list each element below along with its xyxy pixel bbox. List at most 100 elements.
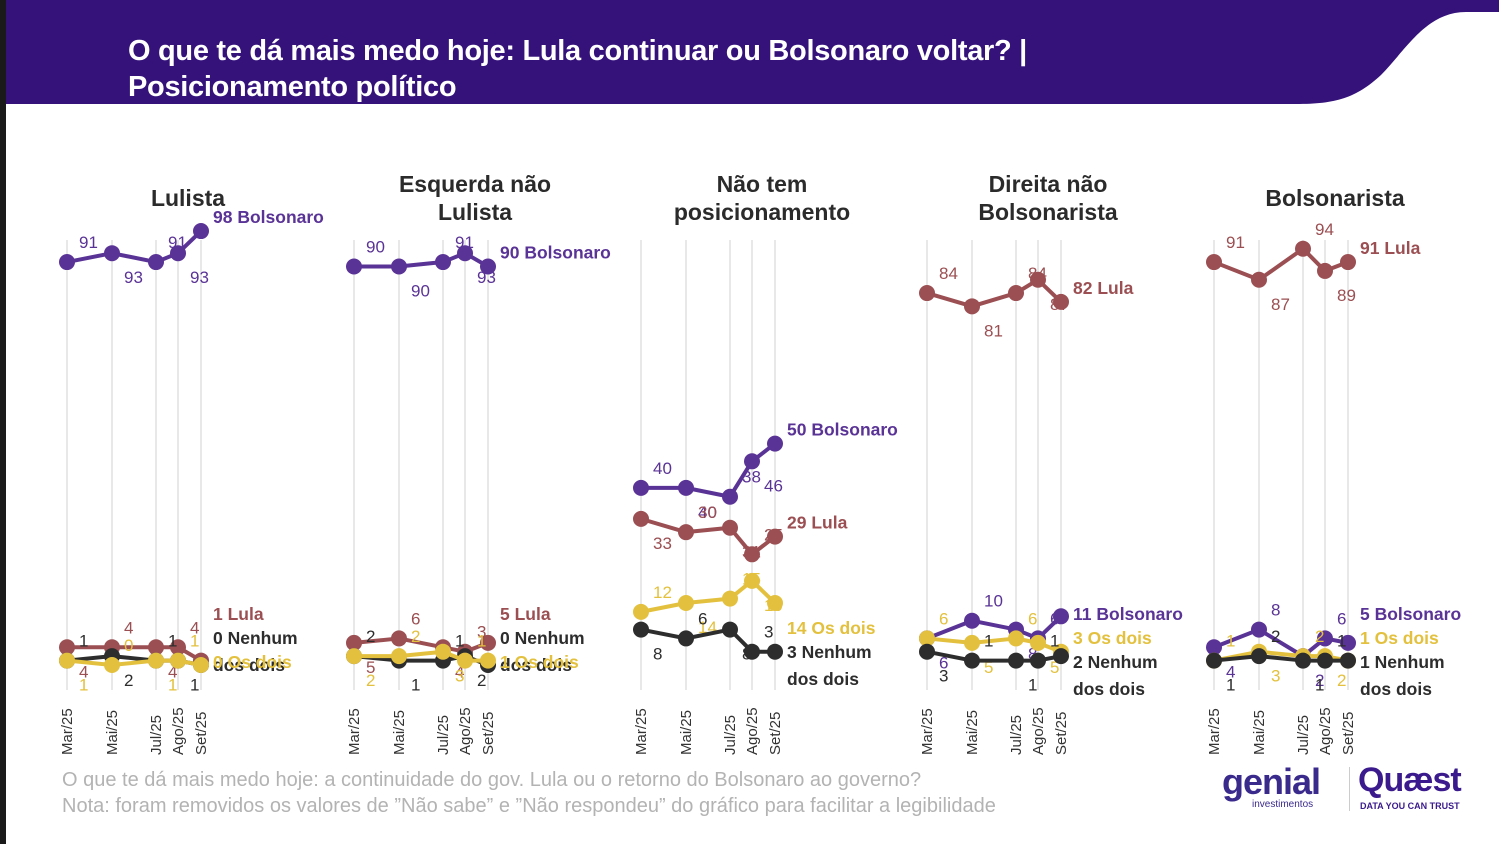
x-tick-label: Jul/25 (148, 715, 165, 755)
data-label: 3 (939, 667, 948, 686)
data-point (193, 657, 209, 673)
end-label: 29 Lula (787, 513, 848, 533)
data-label: 1 (1337, 632, 1346, 651)
data-point (722, 488, 738, 505)
left-edge-bar (0, 0, 6, 844)
data-point (480, 652, 496, 669)
end-label: 98 Bolsonaro (213, 207, 324, 227)
x-tick-label: Set/25 (193, 712, 210, 755)
x-tick-label: Jul/25 (722, 715, 739, 755)
x-tick-label: Set/25 (767, 712, 784, 755)
x-tick-label: Mai/25 (104, 710, 121, 755)
data-label: 1 (79, 632, 88, 651)
data-point (1030, 271, 1046, 288)
data-label: 1 (190, 676, 199, 695)
data-point (59, 652, 75, 669)
end-label: 11 Bolsonaro (1073, 604, 1183, 624)
data-point (767, 595, 783, 612)
data-point (964, 612, 980, 629)
data-point (1251, 271, 1267, 288)
data-point (391, 648, 407, 665)
data-point (767, 528, 783, 545)
data-point (1206, 639, 1222, 656)
data-label: 30 (698, 503, 717, 522)
data-point (678, 630, 694, 647)
data-point (678, 479, 694, 496)
data-point (1053, 293, 1069, 310)
footer-question: O que te dá mais medo hoje: a continuida… (62, 769, 922, 791)
panel-title: Esquerda não Lulista (399, 171, 551, 225)
data-point (633, 621, 649, 638)
footer-note: Nota: foram removidos os valores de ”Não… (62, 795, 996, 817)
data-point (767, 643, 783, 660)
data-label: 2 (1315, 671, 1324, 690)
panel-title: Direita não Bolsonarista (978, 171, 1118, 225)
data-point (1340, 254, 1356, 271)
data-point (722, 590, 738, 607)
data-point (1340, 652, 1356, 669)
data-label: 6 (1028, 609, 1037, 628)
panel-direita-nao-bolsonarista: Direita não Bolsonarista Mar/25 Mai/25 Jul/2… (919, 171, 1183, 755)
data-label: 10 (984, 592, 1003, 611)
data-point (346, 648, 362, 665)
data-label: 4 (124, 618, 133, 637)
data-label: 1 (1226, 632, 1235, 651)
data-point (722, 519, 738, 536)
end-label: 3 Nenhum dos dois (787, 642, 872, 689)
data-point (104, 245, 120, 262)
data-label: 3 (764, 623, 773, 642)
panel-bolsonarista: Bolsonarista Mar/25 Mai/25 Jul/25 Ago/25 Set/… (1206, 185, 1461, 755)
x-tick-label: Mar/25 (919, 708, 936, 755)
data-point (1340, 634, 1356, 651)
data-label: 8 (1271, 601, 1280, 620)
data-point (59, 254, 75, 271)
x-tick-label: Mai/25 (678, 710, 695, 755)
title-line-1: O que te dá mais medo hoje: Lula continu… (128, 35, 1027, 67)
series-nenhum-dos-dois: 3 1 1 1 2 Nenhum dos dois (919, 632, 1158, 699)
data-point (964, 652, 980, 669)
data-point (919, 630, 935, 647)
data-label: 4 (455, 662, 464, 681)
data-point (744, 572, 760, 589)
data-point (1251, 621, 1267, 638)
panel-title: Não tem posicionamento (674, 171, 850, 225)
data-label: 3 (1271, 667, 1280, 686)
data-point (964, 634, 980, 651)
data-point (633, 510, 649, 527)
genial-logo: genial (1222, 761, 1321, 802)
data-point (633, 479, 649, 496)
panel-title: Bolsonarista (1265, 185, 1405, 211)
data-point (1030, 652, 1046, 669)
data-label: 5 (1050, 658, 1059, 677)
data-point (1053, 648, 1069, 665)
end-label: 14 Os dois (787, 618, 876, 638)
x-tick-label: Ago/25 (1317, 707, 1334, 755)
data-point (1317, 262, 1333, 279)
x-tick-label: Ago/25 (170, 707, 187, 755)
data-point (148, 639, 164, 656)
data-point (1317, 652, 1333, 669)
data-point (457, 652, 473, 669)
data-point (1008, 652, 1024, 669)
data-point (1206, 254, 1222, 271)
data-label: 5 (984, 658, 993, 677)
data-point (435, 643, 451, 660)
data-point (170, 639, 186, 656)
data-point (391, 258, 407, 275)
data-label: 2 (366, 627, 375, 646)
end-label: 91 Lula (1360, 238, 1421, 258)
series-lula: 8481848782 Lula (919, 264, 1134, 340)
data-point (919, 285, 935, 302)
data-point (964, 298, 980, 315)
data-label: 3 (477, 623, 486, 642)
data-point (346, 634, 362, 651)
data-label: 84 (939, 264, 958, 283)
x-tick-label: Ago/25 (457, 707, 474, 755)
data-point (1295, 240, 1311, 257)
series-os-dois: 1214151914 Os dois (633, 570, 876, 638)
panel-esquerda-nao-lulista: Esquerda não Lulista Mar/25 Mai/25 Jul/25 Ago… (346, 171, 611, 755)
data-label: 1 (190, 632, 199, 651)
